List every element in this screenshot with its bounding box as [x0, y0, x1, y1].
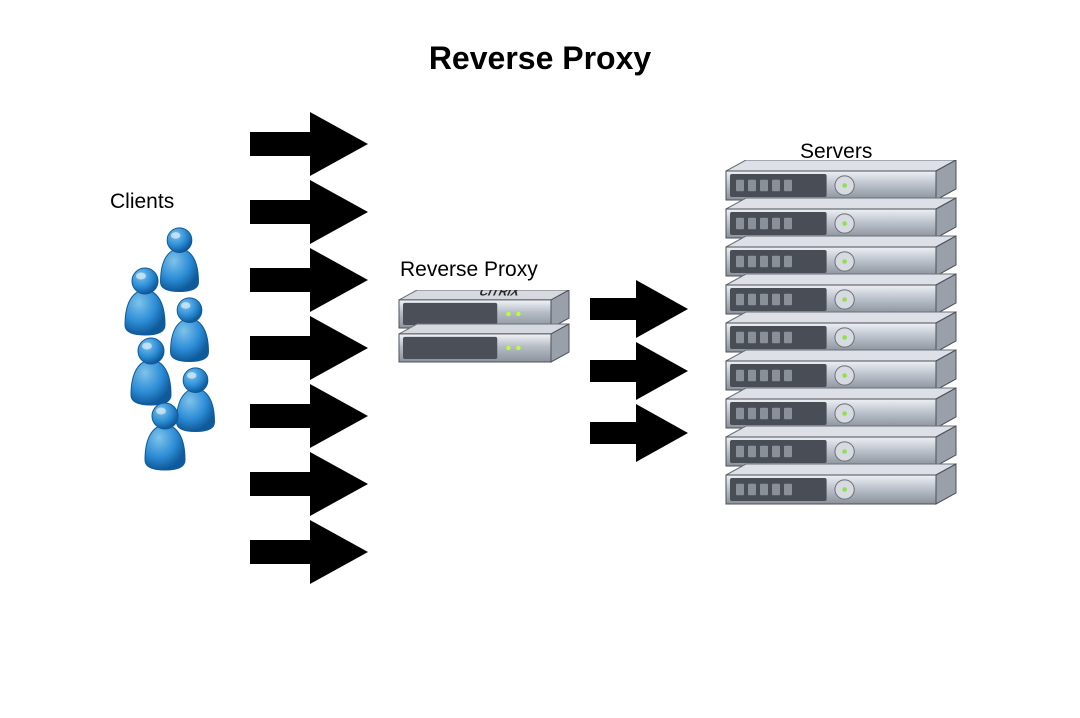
clients-icon: [105, 225, 235, 485]
diagram-title: Reverse Proxy: [0, 40, 1080, 77]
clients-label: Clients: [110, 190, 174, 214]
reverse-proxy-icon: CITRIX: [395, 290, 575, 390]
reverse-proxy-label: Reverse Proxy: [400, 258, 538, 282]
servers-icon: [720, 160, 970, 560]
proxy-to-servers-arrows: [590, 280, 710, 490]
client-to-proxy-arrows: [250, 112, 390, 632]
svg-text:CITRIX: CITRIX: [477, 290, 523, 298]
